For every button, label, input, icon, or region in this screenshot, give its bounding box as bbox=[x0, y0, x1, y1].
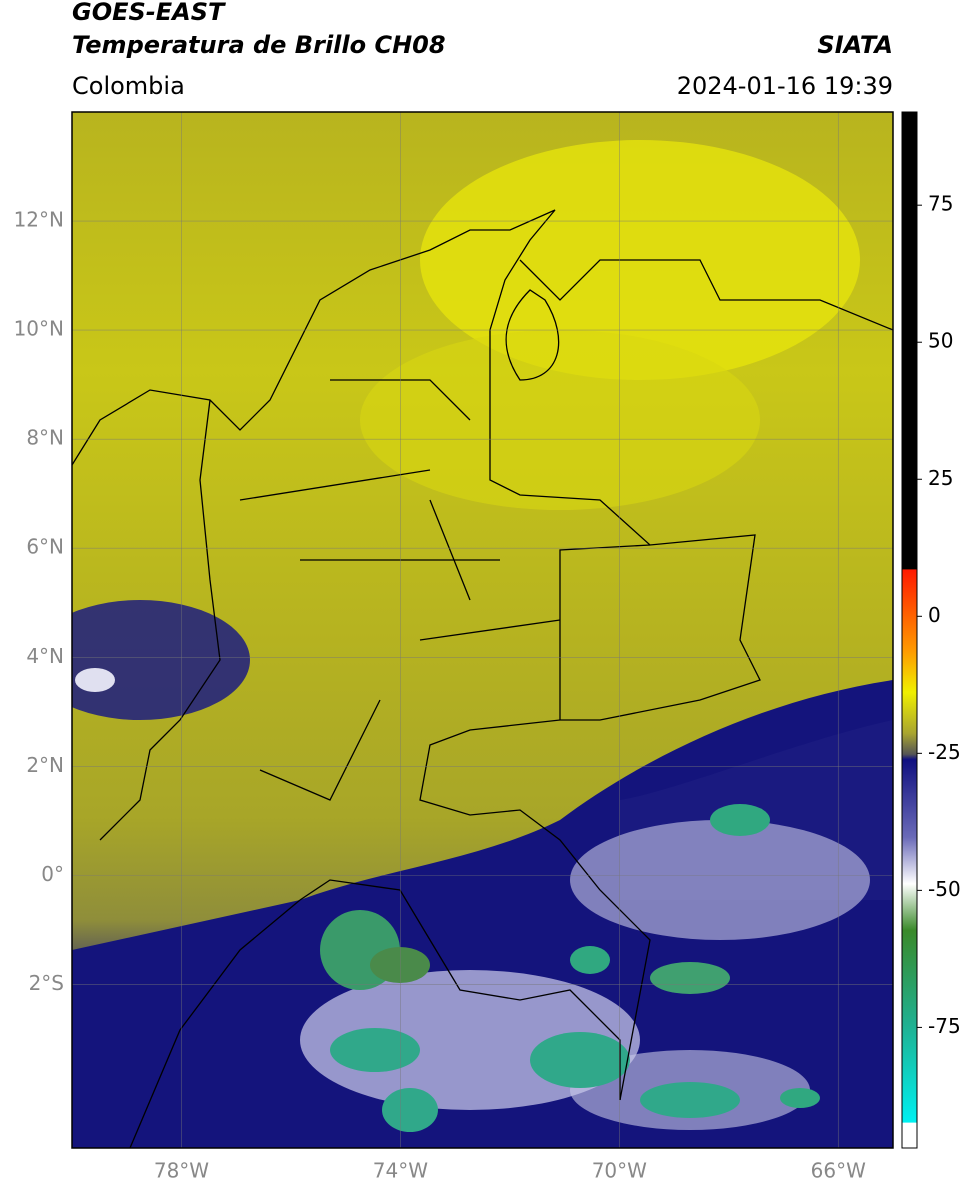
colorbar-tick-label: 0 bbox=[928, 603, 941, 627]
lat-label: 6°N bbox=[26, 535, 64, 559]
lon-label: 66°W bbox=[811, 1159, 866, 1183]
title: GOES-EAST bbox=[72, 0, 226, 26]
region: Colombia bbox=[72, 72, 185, 100]
lon-label: 74°W bbox=[373, 1159, 428, 1183]
map-frame bbox=[71, 111, 894, 1149]
colorbar-tick-label: 50 bbox=[928, 329, 953, 353]
colorbar-tick-label: 25 bbox=[928, 466, 953, 490]
datetime: 2024-01-16 19:39 bbox=[677, 72, 893, 100]
lon-label: 78°W bbox=[154, 1159, 209, 1183]
lat-label: 4°N bbox=[26, 644, 64, 668]
lat-label: 2°N bbox=[26, 753, 64, 777]
lat-label: 10°N bbox=[14, 317, 64, 341]
colorbar-tick-label: -75 bbox=[928, 1014, 961, 1038]
colorbar bbox=[901, 111, 918, 1149]
lat-label: 0° bbox=[41, 862, 64, 886]
colorbar-tick-label: -25 bbox=[928, 740, 961, 764]
lon-label: 70°W bbox=[592, 1159, 647, 1183]
gridlines bbox=[72, 112, 893, 1148]
lat-label: 12°N bbox=[14, 208, 64, 232]
source: SIATA bbox=[817, 31, 893, 59]
colorbar-tick-label: -50 bbox=[928, 877, 961, 901]
lat-label: 8°N bbox=[26, 426, 64, 450]
lat-label: 2°S bbox=[29, 971, 64, 995]
subtitle: Temperatura de Brillo CH08 bbox=[72, 31, 446, 59]
colorbar-tick-label: 75 bbox=[928, 192, 953, 216]
satellite-image bbox=[72, 112, 893, 1148]
